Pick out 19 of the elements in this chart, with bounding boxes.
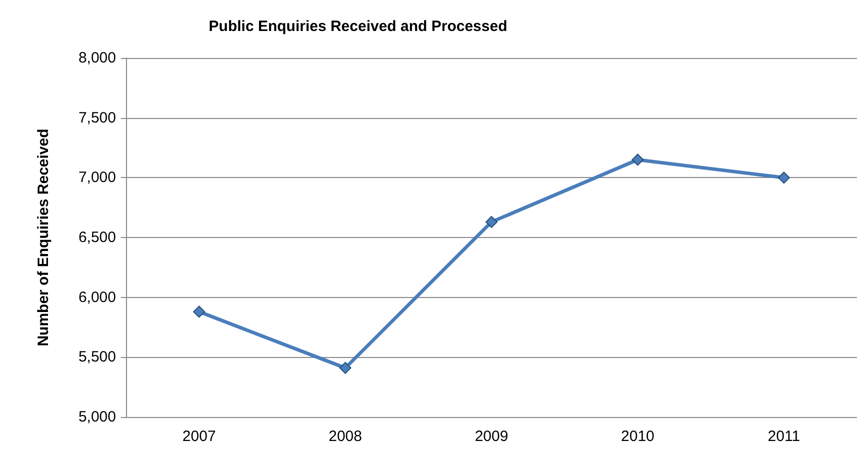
point [339,362,352,374]
chart-title: Public Enquiries Received and Processed [208,18,508,35]
y-axis-title: Number of Enquiries Received [35,128,52,346]
x-tick-label: 2010 [621,428,654,445]
y-tick-label: 6,000 [78,288,116,306]
point [632,154,644,166]
y-tick-label: 7,500 [78,109,116,126]
y-tick-label: 6,500 [78,229,116,246]
x-tick-label: 2011 [768,428,800,445]
x-tick-label: 2008 [328,428,362,445]
y-tick-label: 5,000 [78,408,116,426]
y-tick-label: 7,000 [78,169,116,186]
point [486,216,498,228]
point [193,306,206,318]
point [778,172,790,184]
y-tick-label: 5,500 [78,348,116,366]
x-tick-label: 2009 [474,428,508,445]
x-tick-label: 2007 [182,428,216,445]
y-tick-label: 8,000 [78,50,116,66]
